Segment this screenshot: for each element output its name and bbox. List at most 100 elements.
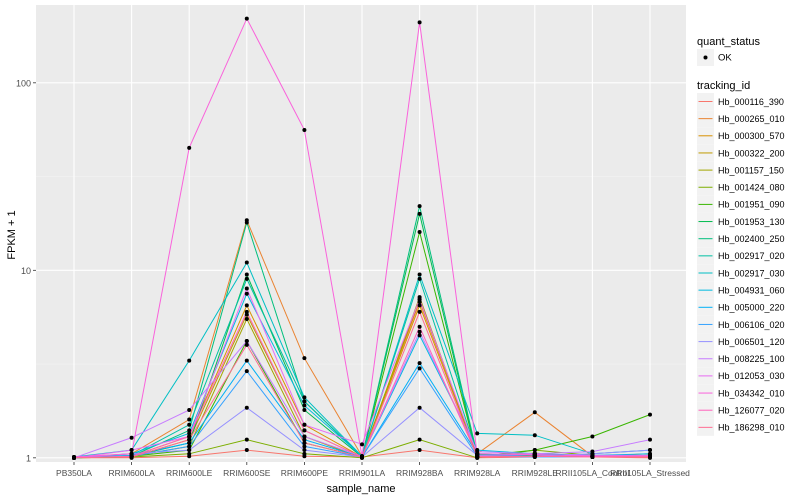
data-point [532,410,537,415]
legend-label: Hb_001953_130 [718,217,785,227]
x-tick-label: RRII105LA_Control [556,468,630,478]
axes: 1 10 100 PB350LA RRIM600LA RRIM600LE RRIM600SE… [16,78,690,478]
data-point [187,434,192,439]
data-point [244,309,249,314]
data-point [244,16,249,21]
panel-background [36,5,686,462]
x-tick-label: RRIM600PE [281,468,329,478]
data-point [417,448,422,453]
data-point [417,309,422,314]
legend-label: Hb_034342_010 [718,388,785,398]
point-legend-items: OK [697,49,732,66]
data-point [244,276,249,281]
legend-label: Hb_002917_020 [718,251,785,261]
data-point [187,437,192,442]
legend-label: Hb_006501_120 [718,337,785,347]
x-tick-label: RRIM600SE [223,468,271,478]
data-point [187,448,192,453]
x-tick-label: RRIM928BA [396,468,444,478]
y-axis-label: FPKM + 1 [6,210,18,259]
legend-label: Hb_000300_570 [718,131,785,141]
data-point [417,437,422,442]
data-point [648,455,652,460]
data-point [244,291,249,296]
data-point [187,431,192,436]
data-point [244,338,249,343]
data-point [187,428,192,433]
x-axis-label: sample_name [326,483,395,495]
legend-label: Hb_002400_250 [718,234,785,244]
legend-label: Hb_000265_010 [718,114,785,124]
data-point [302,444,307,449]
data-point [417,333,422,338]
data-point [417,230,422,235]
legend-label: Hb_001951_090 [718,200,785,210]
data-point [302,440,307,445]
data-point [648,448,652,453]
data-point [187,145,192,150]
data-point [648,437,652,442]
legend-label: Hb_008225_100 [718,354,785,364]
data-point [475,455,480,460]
legend-label: Hb_012053_030 [718,371,785,381]
data-point [417,276,422,281]
data-point [302,356,307,361]
x-tick-label: PB350LA [56,468,92,478]
legend-label: Hb_001157_150 [718,165,784,175]
data-point [244,448,249,453]
data-point [417,204,422,209]
legend-label: Hb_000116_390 [718,97,784,107]
data-point [244,303,249,308]
data-point [475,431,480,436]
data-point [244,272,249,277]
legend-label: OK [718,53,732,64]
data-point [302,448,307,453]
legend-label: Hb_000322_200 [718,148,785,158]
data-point [302,422,307,427]
data-point [244,405,249,410]
data-point [417,361,422,366]
data-point [187,444,192,449]
legend-label: Hb_126077_020 [718,406,785,416]
data-point [244,312,249,317]
data-point [417,211,422,216]
data-point [187,358,192,363]
data-point [244,260,249,265]
legend-label: Hb_006106_020 [718,320,785,330]
data-point [417,297,422,302]
data-point [417,324,422,329]
data-point [302,128,307,133]
x-tick-label: RRIM901LA [339,468,386,478]
legend-label: Hb_186298_010 [718,423,785,433]
x-tick-label: RRIM928LA [454,468,501,478]
data-point [302,437,307,442]
legend-label: Hb_004931_060 [718,285,785,295]
data-point [187,417,192,422]
data-point [532,448,537,453]
data-point [302,403,307,408]
data-point [417,366,422,371]
data-point [648,412,652,417]
data-point [302,395,307,400]
legend-title-tracking-id: tracking_id [697,80,750,92]
y-tick-label: 10 [21,266,31,276]
data-point [590,434,595,439]
data-point [532,454,537,459]
legend-point-symbol [703,55,708,60]
data-point [129,455,134,460]
data-point [590,449,595,454]
data-point [532,433,537,438]
data-point [129,435,134,440]
y-tick-label: 1 [26,453,31,463]
x-tick-label: RRIM600LA [108,468,155,478]
data-point [244,369,249,374]
data-point [244,437,249,442]
legend-label: Hb_005000_220 [718,303,785,313]
data-point [244,342,249,347]
data-point [72,455,76,460]
line-legend-items: Hb_000116_390 Hb_000265_010 Hb_000300_570 H… [697,93,785,436]
grid [36,5,686,462]
data-point [187,422,192,427]
data-point [187,451,192,456]
